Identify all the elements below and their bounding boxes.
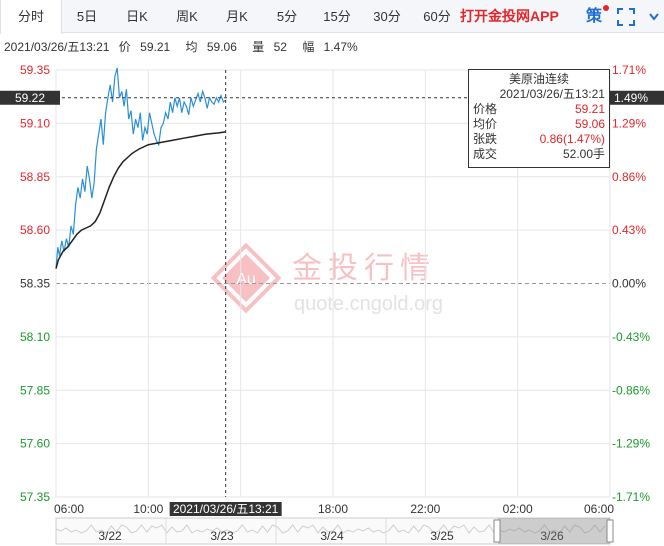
navigator-overview-line — [55, 524, 606, 534]
percent-axis: 1.71% 1.29% 0.86% 0.43% 0.00% -0.43% -0.86% -1.… — [612, 63, 650, 504]
time-tick-label: 18:00 — [318, 502, 348, 516]
crosshair: 59.22 1.49% 2021/03/26/五13:21 — [0, 70, 664, 516]
period-tab-bar: 分时 5日 日K 周K 月K 5分 15分 30分 60分 — [0, 0, 664, 34]
percent-tick-label: -1.71% — [612, 490, 650, 504]
price-line — [55, 67, 227, 269]
watermark-logo-icon — [210, 242, 282, 314]
tab-1[interactable]: 分时 — [0, 0, 62, 34]
fullscreen-icon[interactable] — [616, 0, 638, 33]
time-tick-label: 06:00 — [584, 502, 614, 516]
navigator-handle-right[interactable] — [606, 519, 614, 543]
info-vol: 52 — [273, 40, 287, 54]
tooltip-row-value: 59.21 — [574, 102, 605, 116]
watermark-name: 金投行情 — [292, 252, 436, 285]
tooltip-datetime: 2021/03/26/五13:21 — [499, 87, 605, 101]
strategy-icon[interactable]: 策 — [586, 8, 603, 25]
time-tick-label: 06:00 — [54, 502, 84, 516]
info-vol-label: 量 — [252, 40, 265, 54]
chart-grid — [55, 69, 611, 498]
percent-tick-label: 0.43% — [612, 223, 646, 237]
chart-lines — [55, 67, 227, 269]
info-amp: 1.47% — [323, 40, 358, 54]
quote-info-bar: 2021/03/26/五13:21 价 59.21 均 59.06 量 52 幅… — [4, 38, 370, 55]
tab-5[interactable]: 月K — [226, 9, 248, 24]
price-tick-label: 58.85 — [20, 170, 50, 184]
crosshair-time-tag-bg — [169, 502, 282, 516]
time-navigator[interactable]: 3/22 3/23 3/24 3/25 3/26 — [55, 517, 614, 545]
navigator-handle-left[interactable] — [493, 519, 501, 543]
info-avg-label: 均 — [185, 40, 198, 54]
expand-icon[interactable] — [648, 0, 662, 33]
tab-3[interactable]: 日K — [126, 9, 148, 24]
price-tick-label: 58.35 — [20, 277, 50, 291]
tooltip-row-value: 59.06 — [574, 117, 605, 131]
percent-tick-label: -0.43% — [612, 330, 650, 344]
tooltip-row-label: 价格 — [473, 102, 498, 116]
watermark-url: quote.cngold.org — [294, 293, 443, 315]
tooltip-row: 价格 59.21 — [473, 102, 605, 117]
info-price: 59.21 — [140, 40, 171, 54]
crosshair-pct-tag: 1.49% — [614, 91, 648, 105]
tooltip-row: 成交 52.00手 — [473, 147, 605, 162]
percent-tick-label: -0.86% — [612, 383, 650, 397]
percent-tick-label: 1.71% — [612, 63, 646, 77]
time-tick-label: 22:00 — [410, 502, 440, 516]
navigator-selection[interactable] — [498, 518, 610, 544]
watermark: Au 金投行情 quote.cngold.org — [210, 242, 443, 315]
percent-tick-label: 0.86% — [612, 170, 646, 184]
tooltip-row: 均价 59.06 — [473, 117, 605, 132]
tab-9[interactable]: 60分 — [423, 9, 451, 24]
tooltip-row-label: 张跌 — [473, 132, 498, 146]
percent-tick-label: 1.29% — [612, 116, 646, 130]
price-tick-label: 59.10 — [20, 116, 50, 130]
watermark-logo-text: Au — [236, 271, 256, 288]
price-tick-label: 57.60 — [20, 437, 50, 451]
info-amp-label: 幅 — [302, 40, 315, 54]
price-tick-label: 57.35 — [20, 490, 50, 504]
time-tick-label: 10:00 — [133, 502, 163, 516]
crosshair-price-tag-bg — [0, 90, 60, 105]
navigator-date-label: 3/23 — [210, 529, 234, 543]
percent-tick-label: 0.00% — [612, 277, 646, 291]
price-tick-label: 58.10 — [20, 330, 50, 344]
avg-price-line — [55, 131, 226, 269]
tab-4[interactable]: 周K — [176, 9, 198, 24]
crosshair-pct-tag-bg — [610, 90, 664, 105]
tooltip-row-value: 52.00手 — [562, 147, 605, 161]
price-axis: 59.35 59.10 58.85 58.60 58.35 58.10 57.85 57.60… — [20, 63, 50, 504]
tooltip-row-value: 0.86(1.47%) — [539, 132, 605, 146]
tooltip-title: 美原油连续 — [508, 72, 569, 86]
crosshair-time-tag: 2021/03/26/五13:21 — [173, 502, 279, 516]
tab-2[interactable]: 5日 — [76, 9, 98, 24]
quote-tooltip: 美原油连续 2021/03/26/五13:21 价格 59.21 均价 59.06 张跌… — [468, 69, 610, 168]
navigator-date-label: 3/24 — [320, 529, 344, 543]
price-tick-label: 57.85 — [20, 383, 50, 397]
tooltip-row-label: 均价 — [473, 117, 498, 131]
crosshair-price-tag: 59.22 — [15, 91, 45, 105]
time-tick-label: 02:00 — [503, 502, 533, 516]
tab-7[interactable]: 15分 — [323, 9, 351, 24]
notification-dot — [603, 5, 609, 11]
tab-6[interactable]: 5分 — [276, 9, 298, 24]
tooltip-row-label: 成交 — [473, 147, 498, 161]
price-tick-label: 59.35 — [20, 63, 50, 77]
percent-tick-label: -1.29% — [612, 437, 650, 451]
info-datetime: 2021/03/26/五13:21 — [4, 40, 110, 54]
tab-8[interactable]: 30分 — [373, 9, 401, 24]
navigator-date-label: 3/25 — [430, 529, 454, 543]
navigator-date-label: 3/22 — [98, 529, 122, 543]
tooltip-row: 张跌 0.86(1.47%) — [473, 132, 605, 147]
open-app-link[interactable]: 打开金投网APP — [460, 8, 559, 24]
info-price-label: 价 — [118, 40, 131, 54]
price-tick-label: 58.60 — [20, 223, 50, 237]
info-avg: 59.06 — [206, 40, 237, 54]
navigator-date-label: 3/26 — [540, 529, 564, 543]
